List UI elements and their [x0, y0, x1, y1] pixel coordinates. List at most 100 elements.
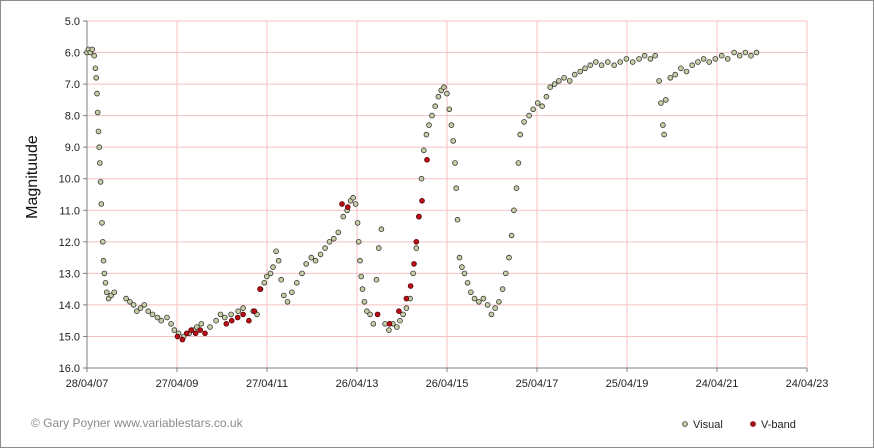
visual-point: [299, 270, 305, 277]
visual-point: [326, 239, 333, 245]
visual-point: [303, 261, 310, 267]
visual-point: [330, 235, 337, 242]
visual-point: [289, 289, 295, 296]
legend-label: V-band: [761, 419, 796, 431]
visual-point: [566, 78, 573, 84]
vband-point: [416, 213, 422, 220]
visual-point: [168, 320, 174, 327]
visual-point: [127, 298, 133, 305]
visual-point: [375, 245, 382, 251]
visual-point: [556, 78, 562, 84]
visual-point: [213, 317, 219, 324]
visual-point: [678, 65, 684, 72]
visual-point: [97, 179, 104, 185]
visual-point: [611, 62, 617, 68]
visual-point: [293, 279, 300, 286]
visual-point: [103, 289, 110, 296]
visual-point: [539, 103, 545, 109]
credit-text: © Gary Poyner www.variablestars.co.uk: [31, 416, 244, 430]
visual-point: [367, 311, 373, 318]
visual-point: [308, 254, 315, 261]
vband-point: [183, 330, 190, 337]
visual-point: [700, 56, 707, 62]
visual-point: [513, 185, 520, 192]
vband-point: [344, 204, 351, 210]
visual-point: [154, 314, 161, 321]
x-tick-label: 28/04/07: [66, 378, 109, 390]
visual-point: [623, 56, 630, 62]
visual-point: [731, 49, 737, 56]
visual-point: [448, 122, 455, 128]
vband-point: [413, 239, 420, 245]
visual-point: [130, 302, 137, 308]
visual-point: [235, 308, 242, 315]
visual-point: [317, 251, 324, 258]
visual-point: [420, 147, 427, 154]
visual-point: [506, 254, 512, 261]
vband-point: [251, 308, 258, 315]
visual-point: [312, 257, 319, 264]
visual-point: [742, 49, 749, 56]
vband-point: [339, 201, 345, 207]
visual-point: [435, 93, 442, 100]
visual-point: [561, 75, 567, 81]
visual-point: [526, 112, 532, 119]
visual-point: [378, 226, 385, 233]
vband-point: [223, 320, 230, 327]
vband-point: [374, 311, 381, 318]
visual-point: [273, 248, 279, 255]
visual-point: [547, 84, 553, 90]
visual-point: [370, 320, 377, 327]
visual-point: [352, 201, 359, 207]
legend-label: Visual: [693, 419, 723, 431]
visual-point: [158, 317, 165, 324]
vband-point: [403, 295, 410, 302]
visual-point: [171, 327, 178, 333]
visual-point: [240, 305, 246, 311]
visual-point: [429, 112, 435, 119]
visual-point: [658, 100, 664, 106]
vband-point: [419, 198, 425, 204]
visual-point: [444, 90, 450, 97]
vband-point: [188, 327, 195, 333]
visual-point: [592, 59, 599, 65]
visual-point: [452, 160, 458, 166]
x-axis-ticks: 28/04/07 27/04/09 27/04/11 26/04/13 26/04/15…: [66, 368, 828, 390]
vband-point: [174, 333, 181, 340]
visual-point: [263, 273, 270, 280]
legend: Visual V-band: [682, 419, 796, 431]
visual-point: [373, 276, 380, 283]
visual-point: [410, 270, 416, 277]
visual-point: [736, 52, 743, 59]
visual-point: [598, 62, 605, 68]
visual-point: [571, 71, 578, 78]
visual-point: [577, 68, 583, 75]
visual-point: [357, 257, 363, 264]
y-tick-label: 16.0: [59, 363, 80, 375]
visual-point: [217, 311, 224, 318]
vband-point: [246, 317, 252, 324]
visual-point: [517, 131, 523, 138]
visual-point: [508, 232, 515, 239]
visual-point: [453, 185, 460, 192]
visual-point: [284, 298, 291, 305]
visual-point: [695, 59, 701, 65]
visual-point: [492, 305, 498, 311]
visual-point: [275, 257, 282, 264]
visual-point: [712, 56, 719, 62]
visual-point: [456, 254, 463, 261]
visual-point: [446, 106, 453, 113]
visual-point: [724, 56, 731, 62]
visual-point: [476, 298, 482, 305]
visual-point: [91, 52, 97, 59]
visual-point: [534, 100, 541, 106]
vband-point: [192, 330, 199, 337]
y-tick-label: 11.0: [59, 205, 80, 217]
visual-point: [454, 216, 461, 223]
visual-point: [96, 144, 102, 151]
visual-point: [672, 71, 678, 78]
vband-point: [386, 320, 393, 327]
visual-point: [587, 62, 594, 68]
visual-point: [335, 229, 342, 236]
